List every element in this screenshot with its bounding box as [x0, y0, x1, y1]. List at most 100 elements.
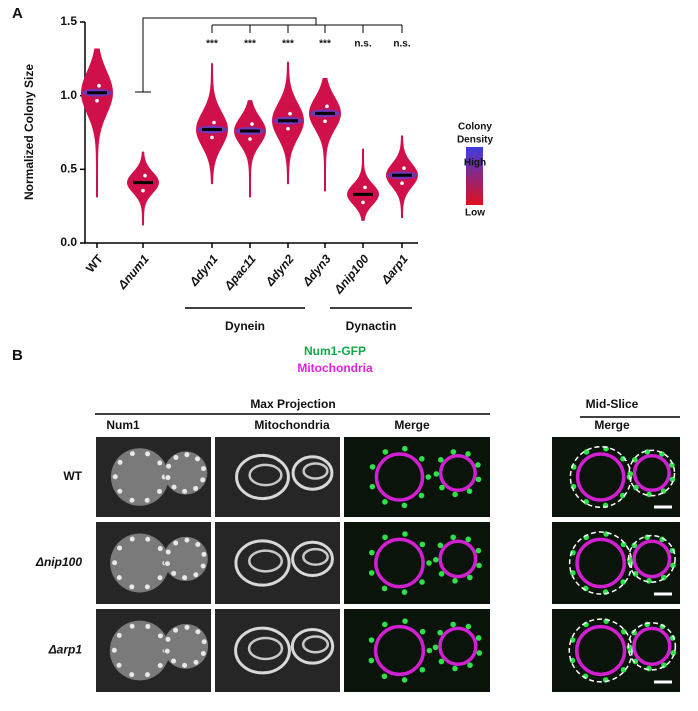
point	[212, 120, 216, 125]
gfp-spot	[418, 492, 425, 499]
column-header: Mitochondria	[254, 418, 330, 432]
point	[141, 188, 145, 193]
violin	[196, 63, 228, 185]
point	[288, 111, 292, 116]
significance: ***	[282, 39, 294, 50]
mito	[248, 549, 283, 573]
point	[325, 104, 329, 109]
gfp-spot	[620, 666, 627, 673]
y-tick-label: 0.5	[60, 162, 77, 176]
colorbar-title: Density	[457, 135, 494, 146]
significance: n.s.	[393, 39, 410, 50]
row-label: Δnip100	[35, 555, 82, 569]
gfp-spot	[419, 541, 426, 548]
x-tick-label: Δdyn3	[299, 252, 334, 290]
gfp-spot	[465, 623, 472, 630]
section-header: Max Projection	[250, 397, 335, 411]
gfp-spot	[452, 665, 458, 672]
gfp-spot	[437, 629, 443, 636]
x-tick-label: WT	[83, 251, 106, 275]
gfp-spot	[382, 449, 389, 455]
spot	[157, 460, 163, 466]
gfp-spot	[450, 621, 456, 628]
gfp-spot	[631, 542, 638, 549]
spot	[144, 672, 150, 678]
gfp-spot	[439, 484, 445, 491]
mito	[247, 636, 284, 661]
gfp-spot	[467, 662, 473, 669]
gfp-spot	[450, 534, 457, 541]
point	[402, 166, 406, 171]
mito	[302, 547, 329, 566]
mito	[291, 455, 334, 491]
mito	[301, 635, 330, 654]
violin	[347, 148, 379, 221]
mito	[374, 537, 425, 589]
panel-label: B	[12, 347, 23, 364]
gfp-spot	[382, 534, 388, 541]
row-label: WT	[63, 469, 82, 483]
spot	[171, 484, 177, 490]
spot	[200, 651, 206, 657]
gfp-spot	[476, 562, 482, 569]
spot	[184, 537, 190, 543]
cell	[110, 533, 170, 593]
point	[97, 83, 101, 88]
gfp-spot	[669, 462, 675, 468]
gfp-spot	[450, 449, 457, 455]
spot	[129, 451, 135, 457]
spot	[173, 454, 179, 460]
spot	[164, 648, 170, 654]
gfp-spot	[465, 451, 471, 457]
spot	[182, 488, 188, 494]
gfp-spot	[419, 628, 426, 635]
spot	[144, 584, 150, 590]
mito	[234, 626, 291, 675]
y-axis-label: Normalized Colony Size	[22, 64, 36, 200]
cell	[163, 623, 209, 669]
gfp-spot	[369, 464, 376, 470]
spot	[195, 541, 201, 547]
spot	[112, 560, 118, 566]
x-tick-label: Δnum1	[115, 252, 152, 293]
spot	[193, 659, 199, 665]
gfp-spot	[382, 621, 388, 628]
gfp-spot	[475, 547, 482, 554]
spot	[182, 662, 188, 668]
gfp-spot	[603, 531, 609, 537]
panel-label: A	[12, 5, 23, 22]
point	[400, 181, 404, 186]
cell-outline	[628, 449, 676, 497]
gfp-spot	[583, 449, 590, 455]
gfp-spot	[633, 484, 639, 491]
spot	[173, 540, 179, 546]
violin	[234, 100, 266, 198]
gfp-spot	[632, 658, 639, 665]
point	[143, 173, 147, 178]
mito	[291, 540, 334, 578]
mito	[575, 537, 627, 589]
spot	[165, 636, 171, 642]
spot	[145, 451, 151, 457]
point	[210, 135, 214, 140]
gfp-spot	[419, 579, 425, 585]
gfp-spot	[432, 557, 439, 563]
spot	[182, 575, 188, 581]
spot	[116, 632, 122, 638]
gfp-spot	[475, 476, 482, 483]
mito	[234, 539, 291, 587]
spot	[112, 474, 118, 480]
gfp-spot	[419, 666, 426, 673]
mito	[290, 628, 335, 665]
significance: ***	[206, 39, 218, 50]
gfp-spot	[401, 502, 408, 509]
spot	[145, 536, 151, 542]
significance: ***	[319, 39, 331, 50]
cell	[109, 620, 170, 681]
gfp-spot	[583, 499, 589, 505]
point	[95, 98, 99, 103]
colorbar-label: Low	[465, 208, 485, 219]
cell-outline	[627, 534, 676, 583]
spot	[164, 561, 170, 567]
